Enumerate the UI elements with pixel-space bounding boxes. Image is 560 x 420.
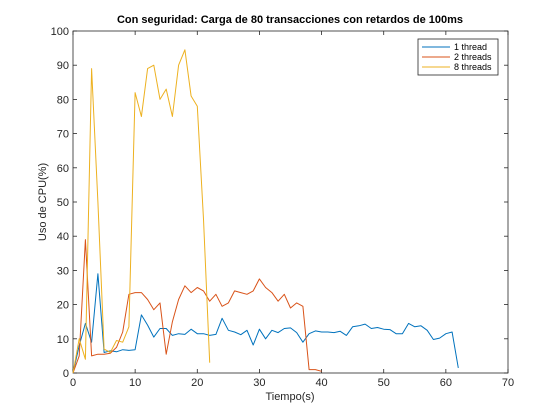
plot-frame: [72, 30, 509, 374]
chart-title: Con seguridad: Carga de 80 transacciones…: [117, 14, 463, 26]
series-lines: [72, 49, 459, 374]
x-tick-label: 0: [70, 377, 76, 389]
x-tick-label: 10: [129, 377, 141, 389]
x-tick-label: 30: [253, 377, 265, 389]
y-axis-label: Uso de CPU(%): [37, 163, 49, 241]
legend-label: 1 thread: [454, 42, 487, 52]
series-line-2: [72, 239, 322, 374]
y-tick-label: 50: [57, 197, 69, 209]
series-line-1: [72, 273, 459, 374]
axes: 0 10 20 30 40 50 60 70 0 10 20 30 40 50 60 70 80 90 100: [51, 26, 514, 389]
y-tick-label: 80: [57, 94, 69, 106]
y-tick-label: 70: [57, 129, 69, 141]
y-tick-label: 40: [57, 231, 69, 243]
y-tick-label: 20: [57, 300, 69, 312]
x-tick-label: 70: [502, 377, 514, 389]
legend-label: 2 threads: [454, 52, 492, 62]
legend-label: 8 threads: [454, 62, 492, 72]
plot-area: [72, 30, 509, 374]
x-tick-label: 40: [315, 377, 327, 389]
y-tick-label: 30: [57, 265, 69, 277]
x-tick-label: 20: [191, 377, 203, 389]
y-tick-label: 100: [51, 26, 69, 38]
y-tick-label: 90: [57, 60, 69, 72]
x-tick-label: 60: [440, 377, 452, 389]
y-tick-label: 10: [57, 334, 69, 346]
x-tick-label: 50: [378, 377, 390, 389]
series-line-3: [72, 49, 211, 374]
y-tick-label: 60: [57, 163, 69, 175]
x-axis-label: Tiempo(s): [265, 391, 314, 403]
y-tick-label: 0: [63, 368, 69, 380]
